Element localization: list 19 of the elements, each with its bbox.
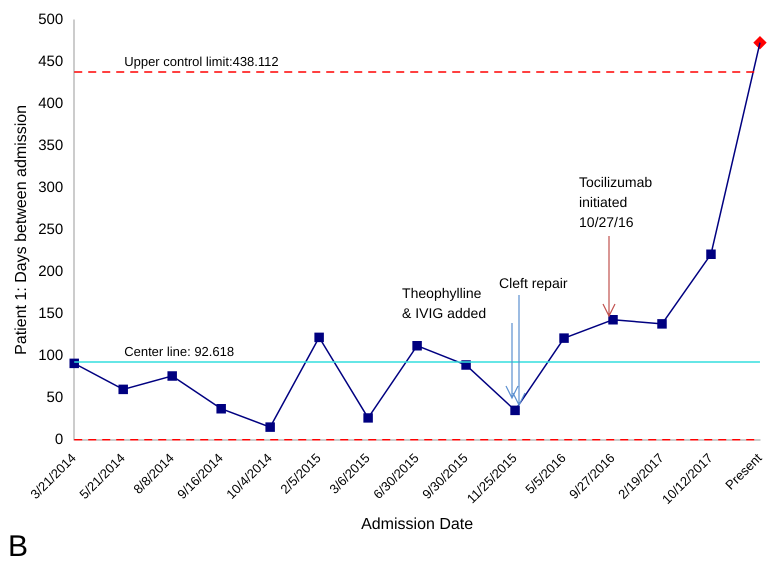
annotation: Tocilizumab initiated 10/27/16	[579, 172, 652, 232]
x-axis-title: Admission Date	[361, 516, 474, 533]
ref-line-label: Center line: 92.618	[124, 344, 234, 360]
y-tick-label: 500	[38, 11, 64, 28]
y-axis-title: Patient 1: Days between admission	[13, 104, 30, 355]
y-tick-label: 150	[38, 304, 64, 322]
y-tick-label: 350	[38, 137, 64, 154]
ref-line-label: Upper control limit:438.112	[124, 54, 279, 70]
y-tick-label: 200	[38, 263, 64, 280]
y-tick-label: 400	[38, 95, 64, 112]
annotation: Theophylline & IVIG added	[402, 284, 486, 324]
y-tick-label: 100	[38, 346, 64, 364]
annotation: Cleft repair	[499, 274, 568, 294]
y-tick-label: 300	[38, 179, 64, 196]
text: B	[8, 530, 28, 564]
y-tick-label: 0	[54, 430, 64, 448]
y-tick-label: 250	[38, 221, 64, 238]
y-tick-label: 50	[46, 388, 64, 406]
y-tick-label: 450	[38, 53, 64, 70]
